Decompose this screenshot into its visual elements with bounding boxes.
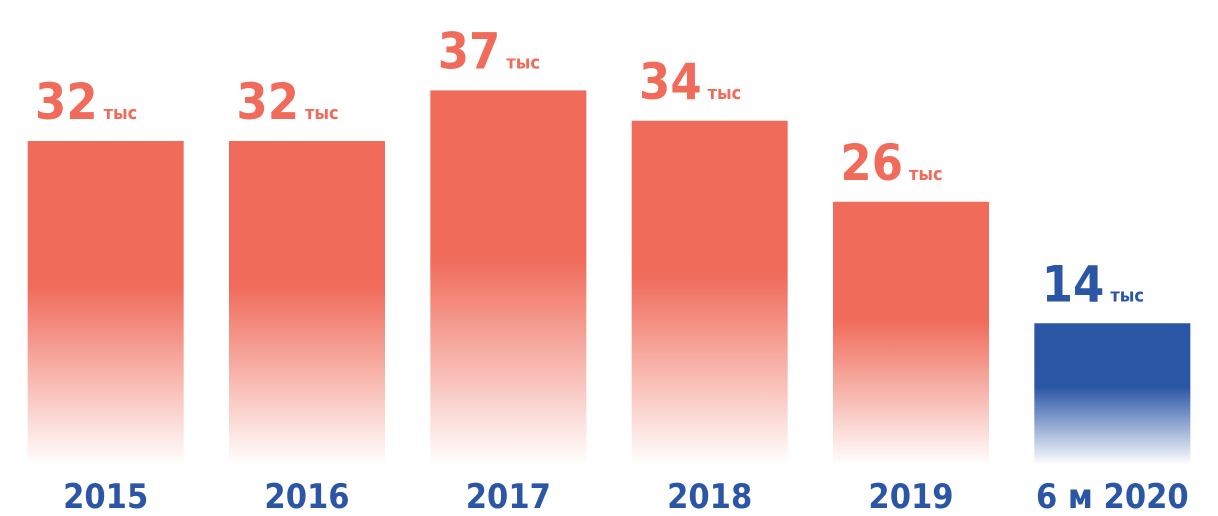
value-label: 32 [236,73,299,131]
value-label: 26 [840,134,903,192]
value-label: 14 [1042,255,1105,313]
value-label: 37 [438,22,501,80]
bar [833,201,989,465]
value-unit: тыс [909,164,943,185]
bar [631,120,788,465]
bar [1034,323,1191,465]
x-tick-label: 2019 [868,477,953,516]
bar [27,141,184,465]
bar [430,90,587,465]
value-unit: тыс [506,52,540,73]
value-unit: тыс [708,83,742,104]
value-label: 34 [639,53,702,111]
bar [229,141,385,465]
x-tick-label: 6 м 2020 [1036,477,1189,516]
value-unit: тыс [1110,285,1144,306]
value-unit: тыс [305,103,339,124]
x-tick-label: 2015 [63,477,148,516]
value-unit: тыс [104,103,138,124]
value-label: 32 [35,73,98,131]
x-tick-label: 2016 [264,477,349,516]
x-tick-label: 2017 [466,477,551,516]
x-tick-label: 2018 [667,477,752,516]
